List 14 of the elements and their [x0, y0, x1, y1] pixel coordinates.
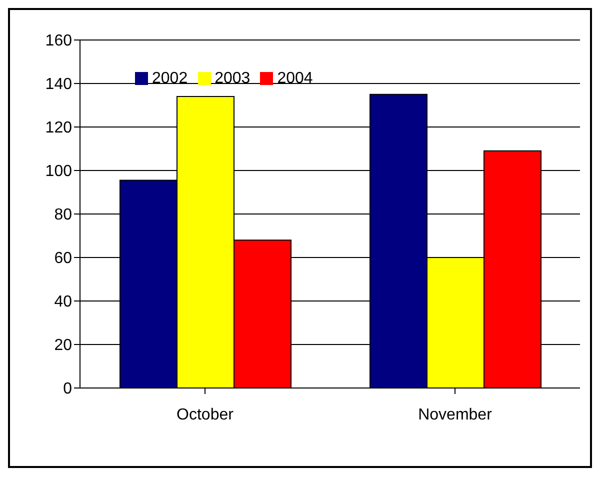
y-tick-label: 100	[45, 163, 72, 180]
y-tick-label: 40	[54, 294, 72, 311]
y-tick-label: 80	[54, 206, 72, 224]
legend-label: 2004	[277, 70, 313, 87]
y-tick-label: 160	[45, 32, 72, 50]
x-tick-label: October	[176, 406, 234, 424]
legend-label: 2003	[214, 70, 250, 87]
legend-label: 2002	[152, 70, 188, 87]
y-tick-label: 120	[45, 120, 72, 137]
y-tick-label: 20	[54, 337, 72, 354]
y-tick-label: 60	[54, 250, 72, 268]
y-tick-label: 0	[63, 380, 72, 398]
y-tick-label: 140	[45, 76, 72, 94]
x-tick-label: November	[418, 406, 493, 424]
